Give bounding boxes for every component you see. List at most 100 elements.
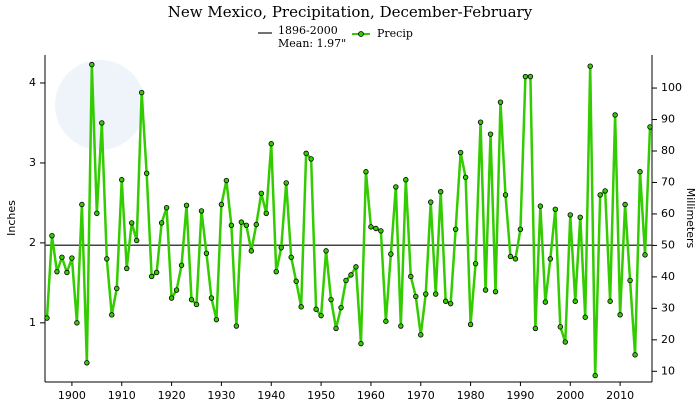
data-point <box>537 203 544 209</box>
data-point <box>138 89 145 96</box>
data-point <box>198 208 205 214</box>
data-point <box>104 256 110 262</box>
y2-tick-label: 60 <box>661 207 675 220</box>
y2-tick-label: 50 <box>661 238 675 251</box>
data-point <box>213 316 220 323</box>
data-point <box>268 141 274 147</box>
data-point <box>193 301 200 308</box>
legend-label: Precip <box>377 27 413 40</box>
data-point <box>228 222 235 228</box>
data-point <box>462 174 469 181</box>
data-point <box>273 268 279 275</box>
data-point <box>647 124 653 130</box>
data-point <box>622 201 628 208</box>
data-point <box>433 291 439 297</box>
data-point <box>243 222 250 228</box>
x-tick-label: 1980 <box>457 389 485 402</box>
data-point <box>348 272 354 278</box>
data-point <box>547 256 554 262</box>
legend-mean-label: 1896-2000 <box>278 24 338 37</box>
data-point <box>253 221 260 228</box>
data-point <box>54 268 60 275</box>
y2-tick-label: 10 <box>661 364 675 377</box>
series-line <box>45 63 652 377</box>
data-point <box>119 177 125 183</box>
y2-tick-label: 80 <box>661 144 675 157</box>
data-point <box>418 332 424 338</box>
data-point <box>423 291 429 297</box>
y2-tick-label: 20 <box>661 333 675 346</box>
x-tick-label: 1920 <box>158 389 186 402</box>
data-point <box>338 304 344 311</box>
data-point <box>163 205 170 211</box>
data-point <box>153 269 160 276</box>
data-point <box>477 119 484 125</box>
data-point <box>428 199 434 205</box>
data-point <box>89 61 95 68</box>
data-point <box>79 201 85 208</box>
data-point <box>437 189 444 195</box>
x-tick-label: 1960 <box>357 389 385 402</box>
data-point <box>627 277 633 284</box>
data-point <box>413 293 419 300</box>
y-tick-label: 3 <box>29 156 36 169</box>
y-axis-title: Inches <box>5 200 18 236</box>
data-point <box>607 298 613 304</box>
data-point <box>94 210 100 217</box>
data-point <box>233 323 240 329</box>
y-tick-label: 4 <box>29 76 36 89</box>
data-point <box>482 287 489 293</box>
x-tick-label: 1970 <box>407 389 435 402</box>
data-point <box>363 169 369 175</box>
data-point <box>642 252 648 258</box>
x-tick-label: 1940 <box>257 389 285 402</box>
y-tick-label: 1 <box>29 316 36 329</box>
x-tick-label: 1930 <box>207 389 235 402</box>
data-point <box>472 260 479 267</box>
y2-axis-title: Millimeters <box>684 188 697 249</box>
data-point <box>49 232 55 239</box>
data-point <box>572 298 578 304</box>
x-tick-label: 1900 <box>58 389 86 402</box>
data-point <box>452 226 459 232</box>
data-point <box>158 220 165 226</box>
data-point <box>442 298 449 304</box>
data-point <box>497 99 504 105</box>
data-point <box>577 214 583 221</box>
data-point <box>552 206 559 213</box>
data-point <box>447 300 454 307</box>
data-point <box>59 254 65 260</box>
data-point <box>502 192 509 198</box>
x-tick-label: 1950 <box>307 389 335 402</box>
data-point <box>308 156 314 162</box>
data-point <box>218 201 225 208</box>
data-point <box>328 296 334 303</box>
data-point <box>208 295 215 301</box>
data-point <box>582 314 588 320</box>
watermark <box>55 60 145 150</box>
y-tick-label: 2 <box>29 236 36 249</box>
chart-title: New Mexico, Precipitation, December-Febr… <box>168 3 533 21</box>
data-point <box>293 278 299 284</box>
data-point <box>597 192 603 198</box>
data-point <box>532 325 539 332</box>
x-tick-label: 1910 <box>108 389 136 402</box>
data-point <box>173 287 180 293</box>
data-point <box>612 112 618 118</box>
data-point <box>129 220 135 226</box>
data-point <box>238 219 245 225</box>
data-point <box>368 224 374 230</box>
data-point <box>333 325 339 332</box>
data-point <box>343 277 349 284</box>
data-point <box>557 324 564 330</box>
y2-tick-label: 40 <box>661 270 675 283</box>
data-point <box>408 273 414 280</box>
data-point <box>632 352 638 358</box>
data-point <box>567 212 573 218</box>
data-point <box>183 202 190 209</box>
y2-tick-label: 30 <box>661 301 675 314</box>
data-point <box>69 255 75 261</box>
data-point <box>298 304 304 310</box>
data-point <box>507 253 514 260</box>
data-point <box>133 237 140 244</box>
